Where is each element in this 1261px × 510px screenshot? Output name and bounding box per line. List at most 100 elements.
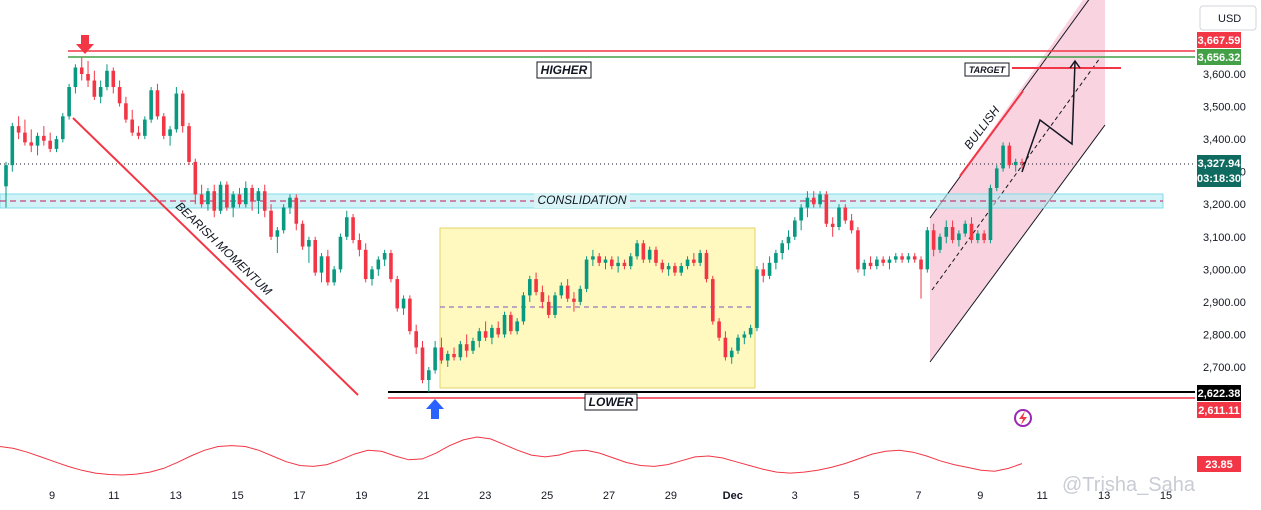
candle	[4, 161, 8, 208]
candle	[887, 256, 892, 270]
lower-label: LOWER	[589, 395, 634, 409]
candle	[332, 266, 336, 286]
candle	[300, 220, 305, 250]
time-tick-label: 7	[915, 490, 921, 502]
candle	[275, 227, 280, 254]
price-tag: 3,667.59	[1197, 32, 1241, 48]
bearish-trend-line	[72, 117, 359, 396]
candle	[616, 256, 620, 273]
currency-button[interactable]	[1199, 5, 1257, 31]
candle	[98, 80, 103, 104]
candle	[136, 126, 141, 140]
candle	[944, 220, 949, 244]
currency-label: USD	[1218, 13, 1241, 25]
candle	[925, 227, 930, 273]
price-tick-label: 3,100.00	[1203, 232, 1246, 244]
candle	[811, 191, 816, 208]
candle	[281, 204, 286, 234]
time-tick-label: 15	[232, 490, 244, 502]
candle	[294, 194, 299, 231]
candle	[830, 217, 835, 237]
price-axis[interactable]: 3,600.003,500.003,400.003,300.003,200.00…	[1203, 69, 1246, 374]
candle	[950, 220, 955, 244]
candle	[168, 126, 172, 146]
candle	[149, 87, 153, 123]
candle	[988, 184, 993, 244]
candle	[1001, 142, 1005, 172]
up-arrow-icon	[426, 399, 444, 419]
candle	[957, 230, 961, 247]
candle	[256, 187, 261, 214]
candle	[729, 347, 734, 364]
candle	[439, 337, 444, 364]
candle	[105, 64, 109, 91]
candle	[477, 327, 482, 348]
candle	[92, 70, 97, 101]
candle	[370, 266, 374, 286]
candle	[23, 119, 27, 146]
price-tick-label: 3,200.00	[1203, 199, 1246, 211]
candle	[597, 253, 601, 267]
candle	[490, 324, 494, 345]
candle	[856, 227, 860, 273]
time-axis[interactable]: 9 11 13 15 17 19 21 23 25 27 29 Dec 3 5 7 9 11 13 15	[49, 490, 1172, 502]
candle	[288, 194, 292, 214]
candle	[193, 158, 198, 205]
candle	[660, 259, 665, 273]
candle	[786, 230, 791, 250]
time-tick-label: 11	[108, 490, 119, 502]
candle	[805, 191, 810, 218]
candle	[546, 295, 551, 319]
time-tick-label: 13	[170, 490, 182, 502]
candle	[382, 249, 387, 267]
candle	[445, 350, 450, 367]
candle	[692, 253, 696, 267]
candle	[742, 331, 747, 345]
projection-arrowhead	[1069, 59, 1081, 69]
candle	[976, 230, 980, 244]
price-tick-label: 3,400.00	[1203, 134, 1246, 146]
candle	[622, 259, 627, 270]
target-label: TARGET	[969, 65, 1007, 75]
candle	[250, 184, 254, 211]
candle	[187, 122, 191, 166]
candle	[262, 184, 267, 218]
candle	[338, 233, 343, 273]
candle	[710, 275, 715, 325]
candle	[565, 279, 570, 302]
candle	[244, 181, 248, 208]
candle	[679, 262, 684, 276]
target-label-box	[964, 62, 1010, 77]
candle	[818, 191, 822, 208]
candle	[363, 243, 368, 283]
candle	[698, 249, 702, 267]
bullish-channel	[930, 0, 1105, 362]
candle	[269, 204, 273, 241]
candle	[344, 210, 349, 241]
replay-icon[interactable]	[1014, 409, 1032, 427]
candle	[35, 132, 40, 156]
candle	[704, 249, 709, 283]
price-tick-label: 3,600.00	[1203, 69, 1246, 81]
time-tick-label: 17	[293, 490, 305, 502]
candle	[793, 217, 797, 241]
candle	[717, 318, 721, 341]
candle	[591, 249, 595, 267]
candle	[79, 57, 84, 81]
candle	[931, 223, 936, 257]
price-tick-label: 3,500.00	[1203, 102, 1246, 114]
candle	[130, 109, 135, 136]
channel-lower-line	[929, 124, 1106, 363]
candle	[212, 184, 217, 218]
candle	[10, 122, 15, 172]
time-tick-label: 27	[603, 490, 615, 502]
indicator-value: 23.85	[1205, 459, 1233, 471]
price-tag-label: 3,327.94	[1198, 158, 1242, 170]
candles-group	[4, 57, 1024, 393]
candle	[143, 116, 147, 140]
candle	[994, 165, 999, 192]
candle	[881, 256, 885, 267]
candle	[376, 256, 381, 276]
candle	[559, 282, 564, 299]
